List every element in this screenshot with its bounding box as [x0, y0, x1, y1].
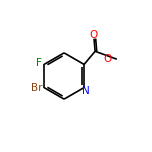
Text: Br: Br [31, 83, 43, 93]
Text: O: O [89, 30, 97, 40]
Text: F: F [36, 58, 42, 68]
Text: N: N [82, 86, 90, 96]
Text: O: O [103, 54, 112, 64]
